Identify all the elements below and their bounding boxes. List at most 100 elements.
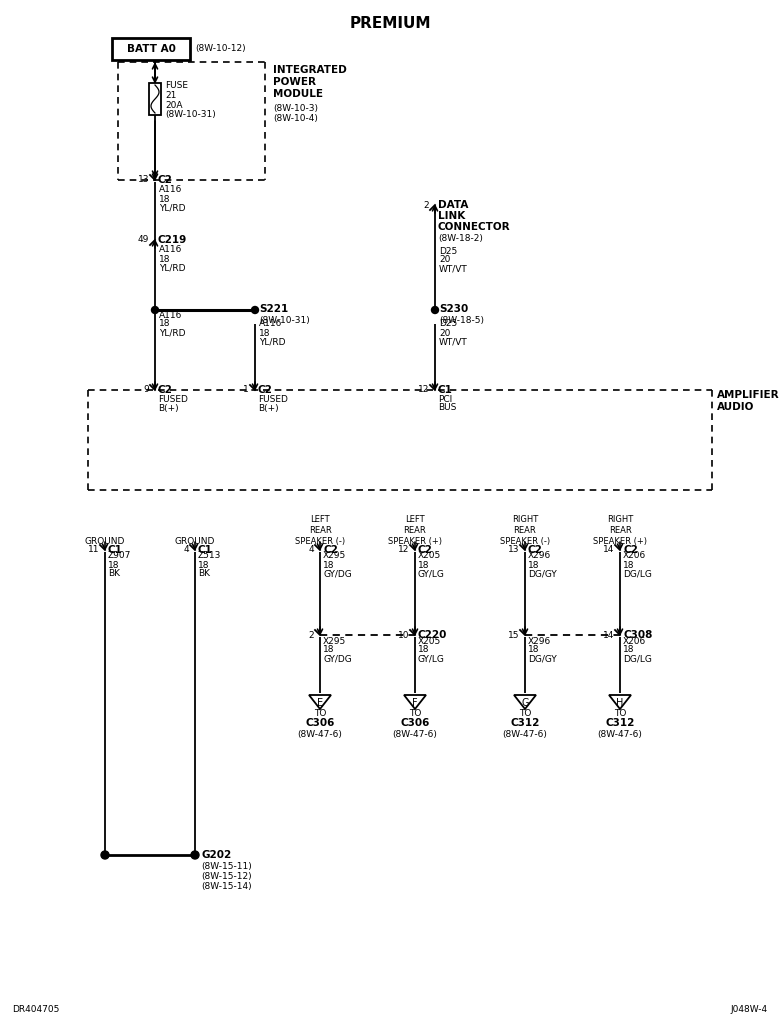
Text: GY/LG: GY/LG bbox=[418, 654, 445, 664]
Text: E: E bbox=[317, 697, 323, 708]
Text: 18: 18 bbox=[323, 645, 335, 654]
Text: BUS: BUS bbox=[438, 403, 456, 413]
Text: BK: BK bbox=[198, 569, 210, 579]
Text: RIGHT
REAR
SPEAKER (-): RIGHT REAR SPEAKER (-) bbox=[500, 515, 550, 546]
Text: C1: C1 bbox=[438, 385, 453, 395]
Text: 12: 12 bbox=[417, 385, 429, 394]
Text: DG/GY: DG/GY bbox=[528, 569, 557, 579]
Text: B(+): B(+) bbox=[258, 403, 278, 413]
Text: C2: C2 bbox=[623, 545, 638, 555]
Text: 1: 1 bbox=[243, 385, 249, 394]
Text: C2: C2 bbox=[418, 545, 433, 555]
Text: WT/VT: WT/VT bbox=[439, 338, 468, 346]
Text: 18: 18 bbox=[528, 645, 540, 654]
Text: 18: 18 bbox=[108, 560, 119, 569]
Text: (8W-47-6): (8W-47-6) bbox=[297, 730, 342, 739]
Text: 18: 18 bbox=[259, 329, 271, 338]
Text: YL/RD: YL/RD bbox=[259, 338, 285, 346]
Text: 14: 14 bbox=[603, 631, 614, 640]
Text: LEFT
REAR
SPEAKER (-): LEFT REAR SPEAKER (-) bbox=[295, 515, 345, 546]
Circle shape bbox=[431, 306, 438, 313]
Text: C308: C308 bbox=[623, 630, 652, 640]
Circle shape bbox=[191, 851, 199, 859]
Text: 18: 18 bbox=[418, 560, 430, 569]
Text: X206: X206 bbox=[623, 552, 647, 560]
Text: 2: 2 bbox=[308, 631, 314, 640]
Text: DG/LG: DG/LG bbox=[623, 654, 652, 664]
Text: 21: 21 bbox=[165, 90, 176, 99]
Text: BATT A0: BATT A0 bbox=[126, 44, 176, 54]
Text: (8W-15-11): (8W-15-11) bbox=[201, 862, 252, 871]
Text: 4: 4 bbox=[308, 546, 314, 555]
Text: TO: TO bbox=[314, 709, 326, 718]
Text: 4: 4 bbox=[183, 546, 189, 555]
Text: Z907: Z907 bbox=[108, 552, 131, 560]
Text: C2: C2 bbox=[158, 175, 173, 185]
Text: (8W-47-6): (8W-47-6) bbox=[502, 730, 548, 739]
Text: J048W-4: J048W-4 bbox=[731, 1006, 768, 1015]
Text: GY/DG: GY/DG bbox=[323, 569, 352, 579]
Text: A116: A116 bbox=[259, 319, 282, 329]
Text: 9: 9 bbox=[144, 385, 149, 394]
Text: (8W-10-12): (8W-10-12) bbox=[195, 44, 246, 53]
Text: A116: A116 bbox=[159, 185, 183, 195]
Text: X205: X205 bbox=[418, 637, 441, 645]
Text: (8W-47-6): (8W-47-6) bbox=[597, 730, 643, 739]
Text: C312: C312 bbox=[605, 718, 635, 728]
Text: YL/RD: YL/RD bbox=[159, 204, 186, 213]
Text: 15: 15 bbox=[508, 631, 519, 640]
Text: X296: X296 bbox=[528, 552, 551, 560]
Text: C306: C306 bbox=[305, 718, 335, 728]
Text: LINK: LINK bbox=[438, 211, 465, 221]
Text: GY/DG: GY/DG bbox=[323, 654, 352, 664]
Text: FUSED: FUSED bbox=[258, 394, 288, 403]
Text: YL/RD: YL/RD bbox=[159, 263, 186, 272]
Text: TO: TO bbox=[519, 709, 531, 718]
Text: GY/LG: GY/LG bbox=[418, 569, 445, 579]
Text: LEFT
REAR
SPEAKER (+): LEFT REAR SPEAKER (+) bbox=[388, 515, 442, 546]
Text: C2: C2 bbox=[258, 385, 273, 395]
Text: H: H bbox=[616, 697, 624, 708]
Text: INTEGRATED: INTEGRATED bbox=[273, 65, 347, 75]
Text: BK: BK bbox=[108, 569, 120, 579]
Text: PCI: PCI bbox=[438, 394, 452, 403]
Text: B(+): B(+) bbox=[158, 403, 179, 413]
Text: (8W-10-31): (8W-10-31) bbox=[259, 316, 310, 326]
Text: X205: X205 bbox=[418, 552, 441, 560]
Bar bbox=[149, 83, 161, 115]
Text: DG/LG: DG/LG bbox=[623, 569, 652, 579]
Text: CONNECTOR: CONNECTOR bbox=[438, 222, 511, 232]
Text: S230: S230 bbox=[439, 304, 468, 314]
Text: (8W-15-12): (8W-15-12) bbox=[201, 872, 252, 882]
Text: (8W-15-14): (8W-15-14) bbox=[201, 883, 252, 892]
Text: X295: X295 bbox=[323, 637, 346, 645]
Text: C306: C306 bbox=[400, 718, 430, 728]
Text: 18: 18 bbox=[159, 195, 171, 204]
Text: 18: 18 bbox=[623, 645, 634, 654]
Text: 20: 20 bbox=[439, 329, 450, 338]
Text: 18: 18 bbox=[159, 319, 171, 329]
Text: 12: 12 bbox=[398, 546, 409, 555]
Text: DATA: DATA bbox=[438, 200, 468, 210]
Text: Z513: Z513 bbox=[198, 552, 222, 560]
Text: WT/VT: WT/VT bbox=[439, 264, 468, 273]
Text: C312: C312 bbox=[510, 718, 540, 728]
Text: (8W-18-5): (8W-18-5) bbox=[439, 316, 484, 326]
Text: FUSE: FUSE bbox=[165, 81, 188, 89]
Text: (8W-10-3): (8W-10-3) bbox=[273, 103, 318, 113]
Text: A116: A116 bbox=[159, 310, 183, 319]
Circle shape bbox=[251, 306, 258, 313]
Text: 49: 49 bbox=[137, 236, 149, 245]
Text: C2: C2 bbox=[528, 545, 543, 555]
Text: 20A: 20A bbox=[165, 100, 183, 110]
Text: D25: D25 bbox=[439, 247, 457, 256]
Text: MODULE: MODULE bbox=[273, 89, 323, 99]
Text: AUDIO: AUDIO bbox=[717, 402, 754, 412]
Text: PREMIUM: PREMIUM bbox=[349, 16, 431, 31]
Text: 18: 18 bbox=[528, 560, 540, 569]
Text: F: F bbox=[412, 697, 418, 708]
Text: X295: X295 bbox=[323, 552, 346, 560]
Text: DR404705: DR404705 bbox=[12, 1006, 59, 1015]
Text: A116: A116 bbox=[159, 246, 183, 255]
Text: (8W-10-4): (8W-10-4) bbox=[273, 114, 318, 123]
